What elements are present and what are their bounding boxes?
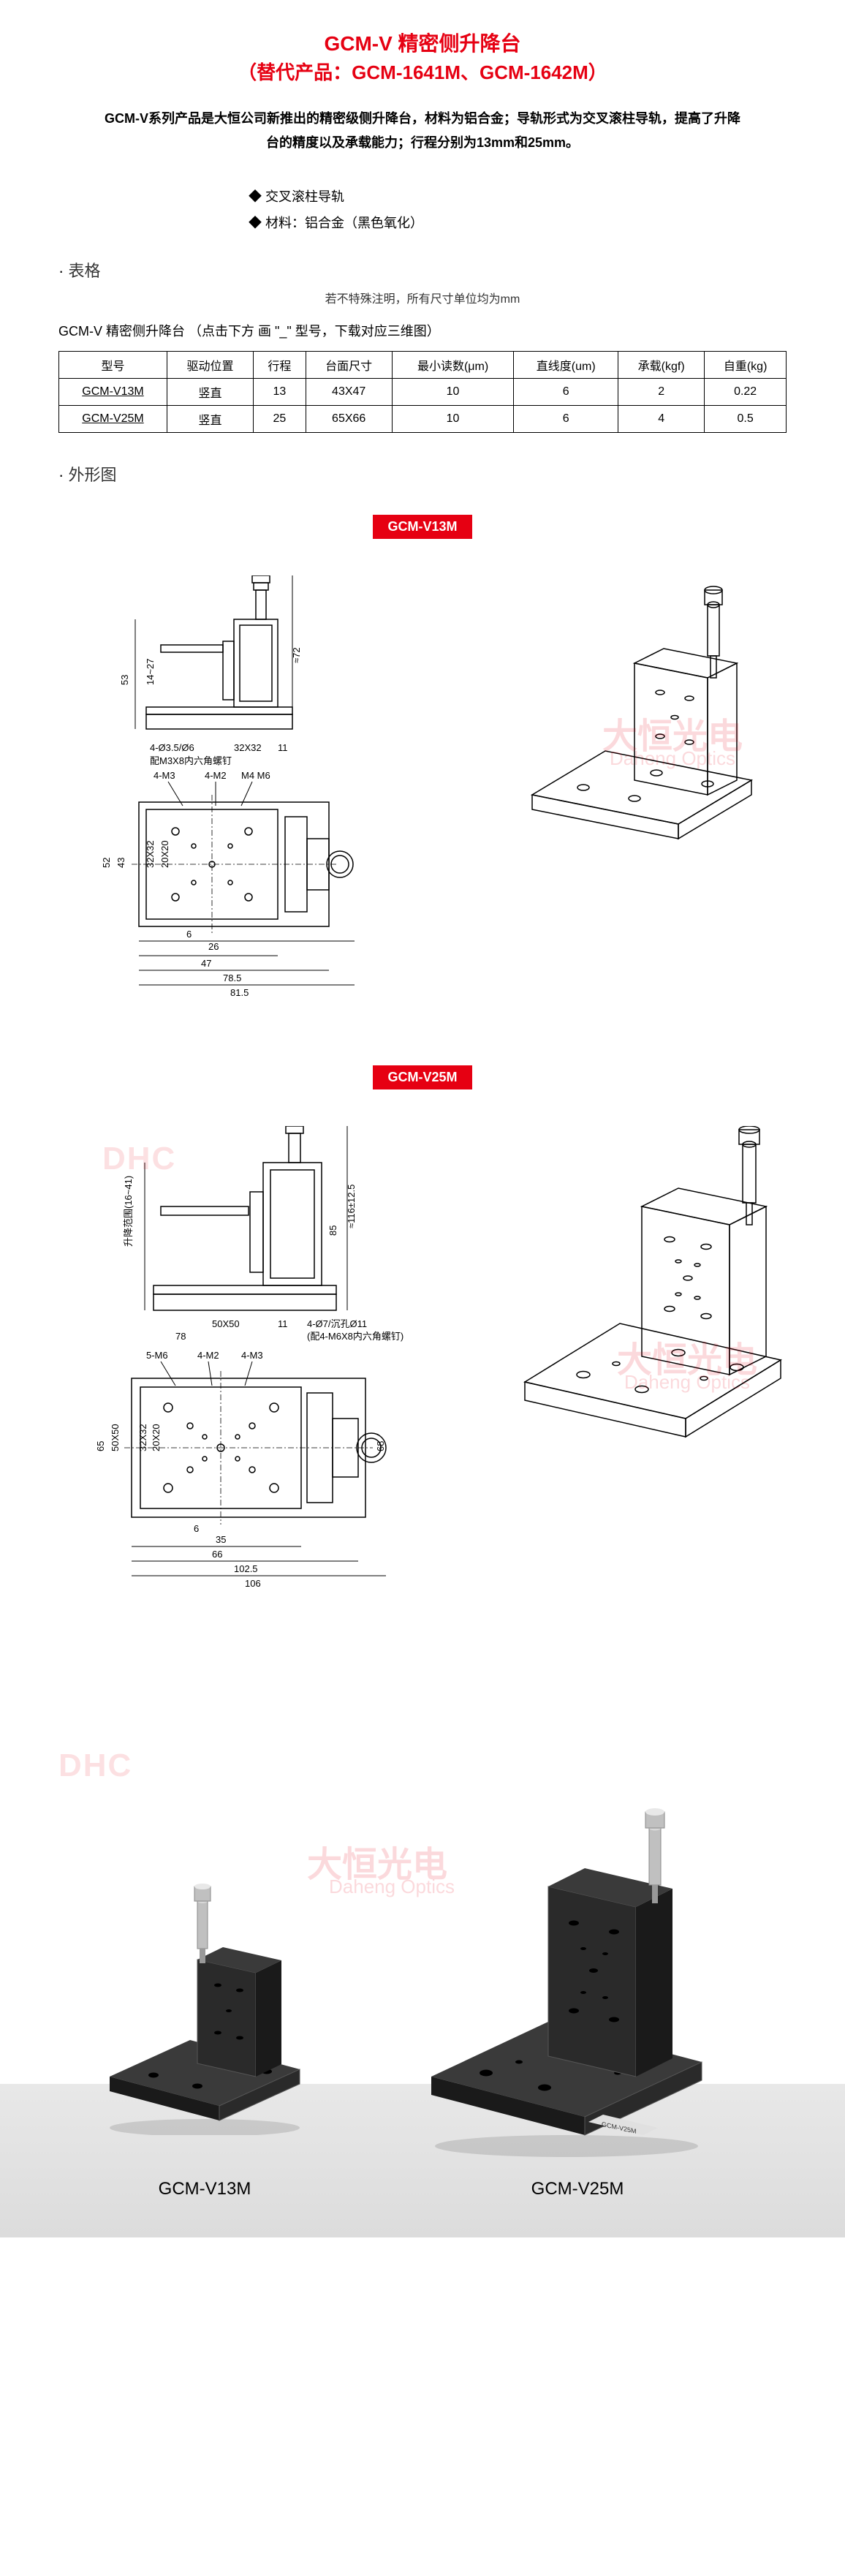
svg-text:85: 85 [327, 1225, 338, 1236]
products-photo-section: DHC 大恒光电 Daheng Optics [0, 1726, 845, 2237]
cell: 4 [618, 405, 705, 432]
svg-text:52: 52 [101, 858, 112, 868]
svg-text:20X20: 20X20 [159, 840, 170, 868]
svg-text:4-M2: 4-M2 [197, 1350, 219, 1361]
section-drawing-header: 外形图 [58, 462, 787, 486]
section-table-header: 表格 [58, 258, 787, 282]
product-label-v13m: GCM-V13M [95, 2179, 314, 2199]
svg-text:26: 26 [208, 941, 219, 952]
col-surface: 台面尺寸 [306, 351, 392, 378]
svg-text:53: 53 [119, 675, 130, 685]
svg-text:106: 106 [245, 1578, 261, 1589]
svg-text:32X32: 32X32 [234, 742, 262, 753]
svg-text:78.5: 78.5 [223, 972, 241, 983]
table-row: GCM-V25M 竖直 25 65X66 10 6 4 0.5 [59, 405, 787, 432]
cell: 43X47 [306, 378, 392, 405]
cell: 6 [514, 378, 618, 405]
svg-text:81.5: 81.5 [230, 987, 249, 998]
v13m-top-view: 4-M3 4-M2 M4 M6 [58, 766, 424, 1000]
diagram-label-v13m: GCM-V13M [373, 515, 471, 539]
svg-text:65: 65 [95, 1441, 106, 1451]
cell: 10 [392, 378, 514, 405]
product-label-v25m: GCM-V25M [468, 2179, 687, 2199]
svg-text:35: 35 [216, 1534, 226, 1545]
svg-text:4-Ø7/沉孔Ø11: 4-Ø7/沉孔Ø11 [307, 1318, 367, 1329]
svg-text:68: 68 [375, 1441, 386, 1451]
spec-table: 型号 驱动位置 行程 台面尺寸 最小读数(μm) 直线度(um) 承载(kgf)… [58, 351, 787, 433]
col-load: 承载(kgf) [618, 351, 705, 378]
cell: 竖直 [167, 405, 253, 432]
svg-text:14~27: 14~27 [145, 658, 156, 685]
cell: 6 [514, 405, 618, 432]
svg-text:32X32: 32X32 [145, 840, 156, 868]
diagram-label-v25m: GCM-V25M [373, 1065, 471, 1089]
diagram-v25m: DHC 大恒光电 Daheng Optics [58, 1126, 787, 1623]
v13m-iso-view [488, 575, 795, 883]
cell: 竖直 [167, 378, 253, 405]
col-model: 型号 [59, 351, 167, 378]
svg-text:4-Ø3.5/Ø6: 4-Ø3.5/Ø6 [150, 742, 194, 753]
v25m-top-view: 5-M6 4-M2 4-M3 [58, 1345, 453, 1594]
col-travel: 行程 [254, 351, 306, 378]
unit-note: 若不特殊注明，所有尺寸单位均为mm [58, 289, 787, 306]
svg-text:5-M6: 5-M6 [146, 1350, 168, 1361]
cell: 0.22 [705, 378, 787, 405]
cell-model[interactable]: GCM-V13M [59, 378, 167, 405]
cell: 13 [254, 378, 306, 405]
svg-text:6: 6 [194, 1523, 199, 1534]
table-header-row: 型号 驱动位置 行程 台面尺寸 最小读数(μm) 直线度(um) 承载(kgf)… [59, 351, 787, 378]
svg-text:升降范围(16~41): 升降范围(16~41) [123, 1176, 134, 1247]
col-resolution: 最小读数(μm) [392, 351, 514, 378]
product-v13m-render [88, 1872, 322, 2139]
svg-text:6: 6 [186, 929, 192, 940]
features-list: 交叉滚柱导轨 材料：铝合金（黑色氧化） [249, 184, 787, 236]
svg-text:4-M2: 4-M2 [205, 770, 227, 781]
svg-text:(配4-M6X8内六角螺钉): (配4-M6X8内六角螺钉) [307, 1331, 403, 1342]
svg-text:47: 47 [201, 958, 211, 969]
svg-text:78: 78 [175, 1331, 186, 1342]
main-title: GCM-V 精密侧升降台 [58, 29, 787, 58]
svg-text:M4 M6: M4 M6 [241, 770, 270, 781]
svg-text:11: 11 [278, 742, 288, 753]
cell: 2 [618, 378, 705, 405]
svg-text:配M3X8内六角螺钉: 配M3X8内六角螺钉 [150, 755, 232, 766]
cell: 65X66 [306, 405, 392, 432]
svg-text:66: 66 [212, 1549, 222, 1560]
feature-item: 交叉滚柱导轨 [249, 184, 787, 210]
svg-text:4-M3: 4-M3 [241, 1350, 263, 1361]
v25m-iso-view [488, 1126, 810, 1477]
product-v25m-render: GCM-V25M [409, 1806, 731, 2161]
col-drive: 驱动位置 [167, 351, 253, 378]
v13m-side-view: 53 14~27 ≈72 4-Ø3.5/Ø6 32X32 11 配M3X8内六角… [58, 575, 380, 766]
title-block: GCM-V 精密侧升降台 （替代产品：GCM-1641M、GCM-1642M） [58, 29, 787, 85]
svg-text:43: 43 [115, 858, 126, 868]
cell-model[interactable]: GCM-V25M [59, 405, 167, 432]
svg-text:11: 11 [278, 1318, 288, 1329]
svg-text:50X50: 50X50 [110, 1424, 121, 1451]
table-caption: GCM-V 精密侧升降台 （点击下方 画 "_" 型号，下载对应三维图） [58, 321, 787, 340]
v25m-side-view: 升降范围(16~41) 85 ≈116±12.5 50X50 11 4-Ø7/沉… [58, 1126, 424, 1345]
svg-text:4-M3: 4-M3 [154, 770, 175, 781]
subtitle: （替代产品：GCM-1641M、GCM-1642M） [58, 58, 787, 85]
feature-item: 材料：铝合金（黑色氧化） [249, 210, 787, 236]
cell: 0.5 [705, 405, 787, 432]
svg-text:20X20: 20X20 [151, 1424, 162, 1451]
cell: 10 [392, 405, 514, 432]
col-weight: 自重(kg) [705, 351, 787, 378]
diagram-v13m: 大恒光电 Daheng Optics [58, 575, 787, 1014]
svg-text:102.5: 102.5 [234, 1563, 258, 1574]
table-row: GCM-V13M 竖直 13 43X47 10 6 2 0.22 [59, 378, 787, 405]
watermark-logo: DHC [58, 1748, 132, 1784]
intro-text: GCM-V系列产品是大恒公司新推出的精密级侧升降台，材料为铝合金；导轨形式为交叉… [102, 107, 743, 154]
svg-text:32X32: 32X32 [137, 1424, 148, 1451]
cell: 25 [254, 405, 306, 432]
col-straightness: 直线度(um) [514, 351, 618, 378]
svg-text:50X50: 50X50 [212, 1318, 240, 1329]
